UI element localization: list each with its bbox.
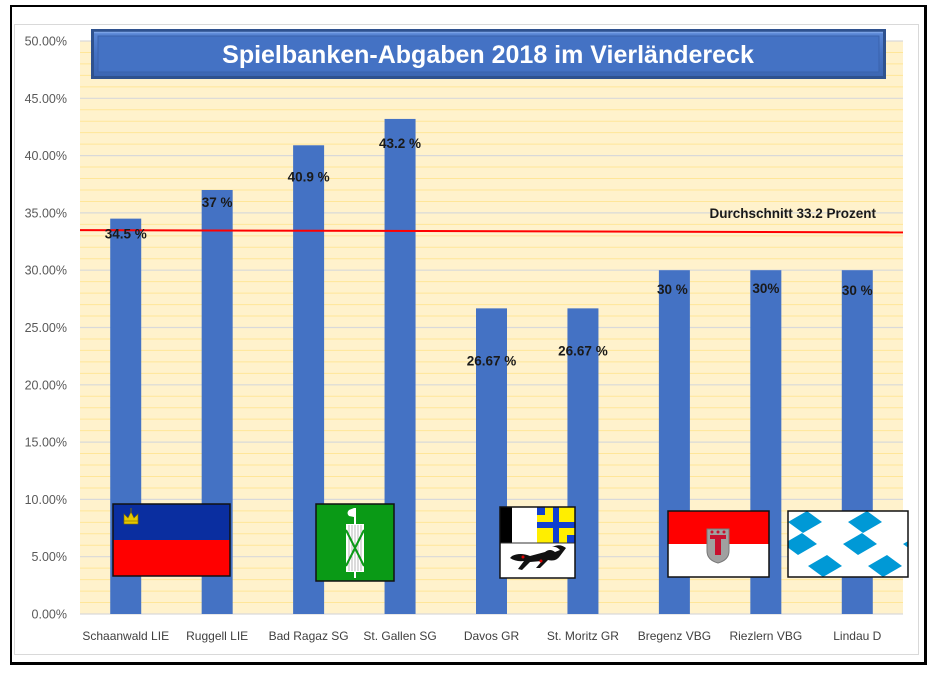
data-label: 30 % bbox=[842, 283, 873, 298]
data-label: 34.5 % bbox=[105, 227, 147, 242]
bavaria-lozenge bbox=[848, 511, 882, 533]
data-label: 30 % bbox=[657, 282, 688, 297]
data-label: 37 % bbox=[202, 195, 233, 210]
y-tick-label: 35.00% bbox=[25, 206, 67, 220]
x-tick-label: St. Moritz GR bbox=[547, 629, 619, 643]
x-tick-label: Lindau D bbox=[833, 629, 881, 643]
x-tick-label: Riezlern VBG bbox=[729, 629, 802, 643]
x-tick-label: Davos GR bbox=[464, 629, 520, 643]
flag-graubuenden-icon bbox=[499, 506, 576, 579]
bavaria-lozenge bbox=[808, 555, 842, 577]
ibex-icon bbox=[510, 545, 566, 570]
y-tick-label: 40.00% bbox=[25, 149, 67, 163]
y-tick-label: 30.00% bbox=[25, 264, 67, 278]
average-line bbox=[79, 229, 904, 234]
flag-st-gallen-icon bbox=[315, 503, 395, 582]
bavaria-lozenge bbox=[788, 511, 822, 533]
data-labels: 34.5 % 37 % 40.9 % 43.2 % 26.67 % 26.67 % 30 %… bbox=[105, 136, 873, 368]
data-label: 43.2 % bbox=[379, 136, 421, 151]
y-axis-tick-labels: 0.00% 5.00% 10.00% 15.00% 20.00% 25.00% 30.00%… bbox=[25, 35, 67, 622]
y-tick-label: 5.00% bbox=[32, 550, 67, 564]
flag-liechtenstein-icon bbox=[112, 503, 231, 577]
y-tick-label: 0.00% bbox=[32, 608, 67, 622]
y-tick-label: 20.00% bbox=[25, 378, 67, 392]
bavaria-lozenge bbox=[903, 541, 908, 548]
x-tick-label: Schaanwald LIE bbox=[82, 629, 169, 643]
chart-title: Spielbanken-Abgaben 2018 im Vierländerec… bbox=[222, 41, 754, 69]
bavaria-lozenge bbox=[868, 555, 902, 577]
flag-vorarlberg-icon bbox=[667, 510, 770, 578]
crown-icon bbox=[123, 508, 139, 525]
y-tick-label: 15.00% bbox=[25, 436, 67, 450]
average-line-label: Durchschnitt 33.2 Prozent bbox=[709, 206, 876, 221]
bavaria-lozenge bbox=[843, 533, 877, 555]
y-tick-label: 50.00% bbox=[25, 35, 67, 49]
data-label: 40.9 % bbox=[288, 169, 330, 184]
bavaria-lozenge bbox=[908, 511, 942, 533]
y-tick-label: 10.00% bbox=[25, 493, 67, 507]
data-label: 26.67 % bbox=[558, 343, 608, 358]
x-tick-label: Ruggell LIE bbox=[186, 629, 248, 643]
x-tick-label: Bregenz VBG bbox=[638, 629, 711, 643]
bavaria-lozenge bbox=[923, 577, 943, 599]
x-tick-label: St. Gallen SG bbox=[363, 629, 436, 643]
bavaria-lozenge bbox=[788, 533, 817, 555]
data-label: 30% bbox=[752, 281, 779, 296]
x-axis-tick-labels: Schaanwald LIE Ruggell LIE Bad Ragaz SG St.… bbox=[82, 629, 881, 643]
y-tick-label: 25.00% bbox=[25, 321, 67, 335]
y-tick-label: 45.00% bbox=[25, 92, 67, 106]
bavaria-lozenge bbox=[928, 555, 943, 577]
data-label: 26.67 % bbox=[467, 353, 517, 368]
chart-title-box: Spielbanken-Abgaben 2018 im Vierländerec… bbox=[91, 29, 886, 79]
flag-bavaria-icon bbox=[787, 510, 943, 599]
chart-area-border bbox=[14, 24, 919, 655]
x-tick-label: Bad Ragaz SG bbox=[269, 629, 349, 643]
